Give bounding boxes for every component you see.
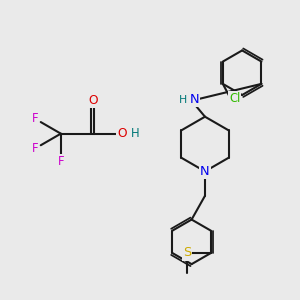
Text: F: F xyxy=(58,155,64,168)
Text: Cl: Cl xyxy=(229,92,240,104)
Text: F: F xyxy=(32,112,38,125)
Text: N: N xyxy=(189,93,199,106)
Text: H: H xyxy=(131,127,140,140)
Text: H: H xyxy=(179,94,188,105)
Text: N: N xyxy=(200,165,210,178)
Text: O: O xyxy=(89,94,98,107)
Text: F: F xyxy=(32,142,38,155)
Text: S: S xyxy=(183,247,191,260)
Text: O: O xyxy=(117,127,127,140)
